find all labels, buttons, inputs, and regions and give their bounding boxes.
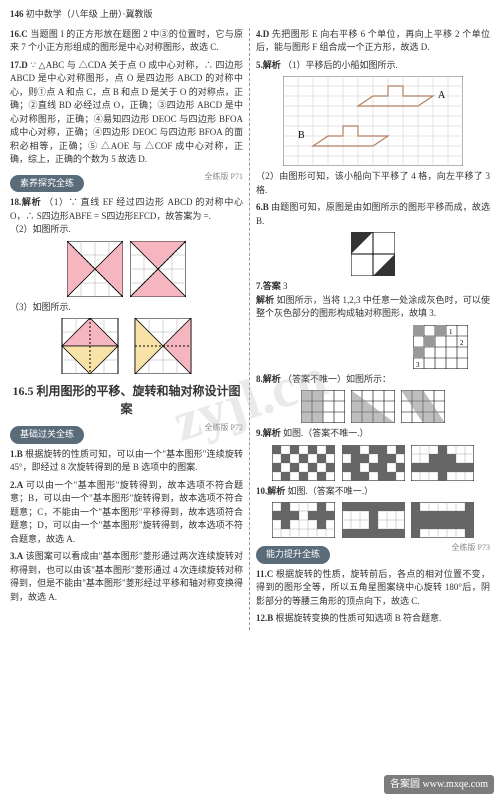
fig9b (342, 445, 405, 481)
q8-text: （答案不唯一）如图所示： (283, 374, 391, 384)
q3: 3.A 该图案可以看成由"基本图形"菱形通过两次连续旋转对称得到，也可以由该"基… (10, 550, 243, 604)
q10-num: 10.解析 (256, 486, 285, 496)
q9-text: 如图.（答案不唯一.） (283, 428, 369, 438)
q1-text: 根据旋转的性质可知，可以由一个"基本图形"连续旋转 45°，即经过 8 次旋转得… (10, 449, 243, 473)
pill-suyang-ref: 全练版 P71 (205, 171, 243, 183)
fig6 (256, 232, 490, 276)
pill-nengli-label: 能力提升全练 (256, 546, 330, 564)
fig6-tile (351, 232, 395, 276)
q17-num: 17.D (10, 60, 28, 70)
fig10b (342, 502, 405, 538)
q16-num: 16.C (10, 29, 28, 39)
q7-ans: 3 (283, 281, 288, 291)
fig10c (411, 502, 474, 538)
fig18-2b (130, 241, 186, 297)
q6: 6.B 由题图可知，原图是由如图所示的图形平移而成，故选 B. (256, 201, 490, 228)
fig8b (351, 390, 395, 423)
svg-text:3: 3 (416, 361, 420, 369)
q1: 1.B 根据旋转的性质可知，可以由一个"基本图形"连续旋转 45°，即经过 8 … (10, 448, 243, 475)
q17-text: ∵ △ABC 与 △CDA 关于点 O 成中心对称，∴ 四边形 ABCD 是中心… (10, 60, 243, 165)
q12: 12.B 根据旋转变换的性质可知选项 B 符合题意. (256, 612, 490, 626)
q5: 5.解析 （1）平移后的小船如图所示. (256, 59, 490, 73)
q5-p2: （2）由图形可知，该小船向下平移了 4 格，向左平移了 3 格. (256, 170, 490, 197)
fig5-boats: A B (256, 76, 490, 166)
q9: 9.解析 如图.（答案不唯一.） (256, 427, 490, 441)
section-title-text: 利用图形的平移、旋转和轴对称设计图案 (36, 384, 240, 416)
boat-diagram: A B (283, 76, 463, 166)
pill-suyang-label: 素养探究全练 (10, 175, 84, 193)
fig18-2 (10, 241, 243, 297)
q18-p1: （1）∵ 直线 EF 经过四边形 ABCD 的对称中心 O，∴ S四边形ABFE… (10, 197, 243, 221)
section-num: 16.5 (12, 384, 33, 398)
fig9a (272, 445, 335, 481)
q18-num: 18.解析 (10, 197, 41, 207)
q12-text: 根据旋转变换的性质可知选项 B 符合题意. (276, 613, 442, 623)
pill-jichu-label: 基础过关全练 (10, 426, 84, 444)
fig8 (256, 390, 490, 423)
fig7: 1 2 3 (256, 325, 490, 369)
pill-jichu-ref: 全练版 P72 (205, 422, 243, 434)
q7: 7.答案 3 解析 如图所示，当将 1,2,3 中任意一处涂成灰色时，可以使整个… (256, 280, 490, 321)
svg-text:B: B (298, 130, 305, 141)
q10-text: 如图.（答案不唯一.） (288, 486, 374, 496)
q7-num: 7.答案 (256, 281, 281, 291)
pill-jichu: 基础过关全练 全练版 P72 (10, 422, 243, 448)
q18-p2-label: （2）如图所示. (10, 223, 243, 237)
svg-text:2: 2 (460, 339, 464, 347)
fig18-2a (67, 241, 123, 297)
q3-text: 该图案可以看成由"基本图形"菱形通过两次连续旋转对称得到，也可以由该"基本图形"… (10, 551, 243, 602)
q9-num: 9.解析 (256, 428, 281, 438)
q11: 11.C 根据旋转的性质，旋转前后，各点的相对位置不变，得到的图形全等，所以五角… (256, 568, 490, 609)
q18-p3-label: （3）如图所示. (10, 301, 243, 315)
q2-text: 可以由一个"基本图形"旋转得到，故本选项不符合题意；B，可以由一个"基本图形"旋… (10, 480, 243, 544)
fig8c (401, 390, 445, 423)
q11-num: 11.C (256, 569, 273, 579)
q17: 17.D ∵ △ABC 与 △CDA 关于点 O 成中心对称，∴ 四边形 ABC… (10, 59, 243, 167)
fig18-3 (10, 318, 243, 374)
q16-text: 当题图 I 的正方形放在题图 2 中③的位置时，它与原来 7 个小正方形组成的图… (10, 29, 243, 53)
q4-text: 先把图形 E 向右平移 6 个单位，再向上平移 2 个单位后，能与图形 F 组合… (256, 29, 490, 53)
q16: 16.C 当题图 I 的正方形放在题图 2 中③的位置时，它与原来 7 个小正方… (10, 28, 243, 55)
pill-suyang: 素养探究全练 全练版 P71 (10, 171, 243, 197)
source-badge: 各案圆 www.mxqe.com (384, 775, 494, 794)
q18: 18.解析 （1）∵ 直线 EF 经过四边形 ABCD 的对称中心 O，∴ S四… (10, 196, 243, 237)
fig8a (301, 390, 345, 423)
q6-num: 6.B (256, 202, 269, 212)
q4-num: 4.D (256, 29, 269, 39)
fig10 (256, 502, 490, 538)
pill-nengli-ref: 全练版 P73 (452, 542, 490, 554)
fig18-3a (57, 318, 123, 374)
q2: 2.A 可以由一个"基本图形"旋转得到，故本选项不符合题意；B，可以由一个"基本… (10, 479, 243, 547)
q11-text: 根据旋转的性质，旋转前后，各点的相对位置不变，得到的图形全等，所以五角星图案绕中… (256, 569, 490, 606)
q3-num: 3.A (10, 551, 23, 561)
page-header: 146 初中数学（八年级 上册）·冀教版 (10, 8, 490, 22)
q6-text: 由题图可知，原图是由如图所示的图形平移而成，故选 B. (256, 202, 490, 226)
q4: 4.D 先把图形 E 向右平移 6 个单位，再向上平移 2 个单位后，能与图形 … (256, 28, 490, 55)
book-title: 初中数学（八年级 上册）·冀教版 (26, 9, 153, 19)
left-column: 16.C 当题图 I 的正方形放在题图 2 中③的位置时，它与原来 7 个小正方… (10, 28, 250, 630)
section-16-5: 16.5 利用图形的平移、旋转和轴对称设计图案 (10, 382, 243, 418)
pill-nengli: 能力提升全练 全练版 P73 (256, 542, 490, 568)
fig7-grid: 1 2 3 (413, 325, 468, 369)
q8: 8.解析 （答案不唯一）如图所示： (256, 373, 490, 387)
right-column: 4.D 先把图形 E 向右平移 6 个单位，再向上平移 2 个单位后，能与图形 … (250, 28, 490, 630)
q10: 10.解析 如图.（答案不唯一.） (256, 485, 490, 499)
q2-num: 2.A (10, 480, 23, 490)
fig9 (256, 445, 490, 481)
q7-exp-label: 解析 (256, 295, 274, 305)
fig9c (411, 445, 474, 481)
fig10a (272, 502, 335, 538)
q8-num: 8.解析 (256, 374, 281, 384)
q7-exp: 如图所示，当将 1,2,3 中任意一处涂成灰色时，可以使整个灰色部分的图形构成轴… (256, 295, 490, 319)
svg-text:1: 1 (449, 328, 453, 336)
q12-num: 12.B (256, 613, 273, 623)
q5-num: 5.解析 (256, 60, 281, 70)
q1-num: 1.B (10, 449, 23, 459)
fig18-3b (130, 318, 196, 374)
svg-text:A: A (438, 90, 446, 101)
q5-p1: （1）平移后的小船如图所示. (283, 60, 398, 70)
page-number: 146 (10, 9, 24, 19)
